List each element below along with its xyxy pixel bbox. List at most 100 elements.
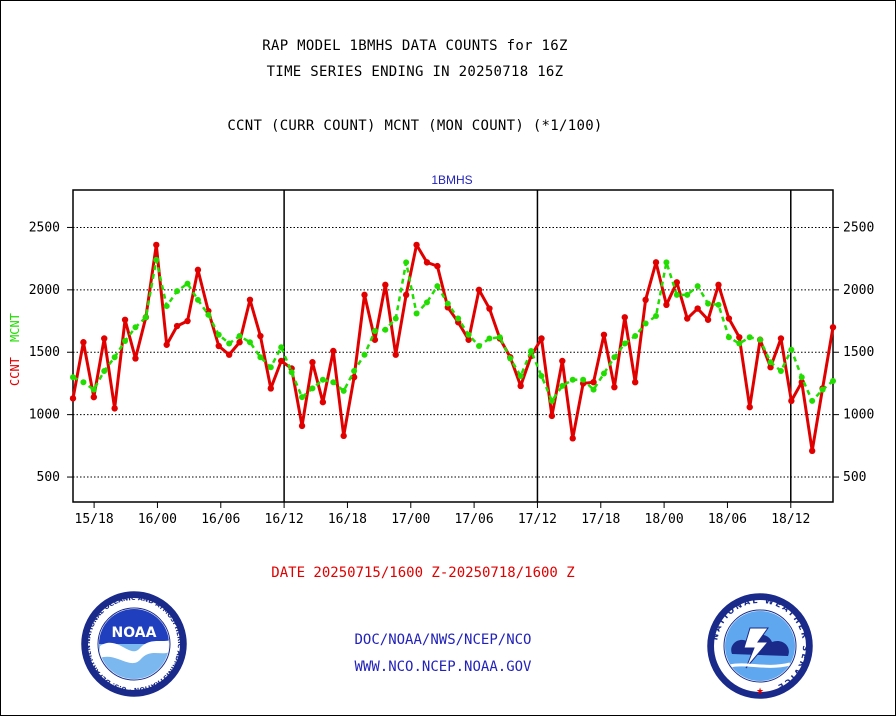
data-point-mcnt [80, 379, 87, 386]
y-tick-label-left: 2500 [29, 220, 60, 235]
data-point-ccnt [90, 393, 98, 401]
x-tick-label: 16/00 [138, 512, 177, 527]
data-point-ccnt [413, 241, 420, 249]
plot-area-border [72, 189, 834, 503]
data-point-mcnt [246, 339, 253, 346]
data-point-mcnt [413, 310, 420, 317]
data-point-ccnt [538, 335, 545, 342]
data-point-ccnt [173, 322, 181, 330]
y-axis-label-mcnt: MCNT [8, 313, 22, 342]
noaa-logo-icon: NATIONAL OCEANIC AND ATMOSPHERIC ADMINIS… [80, 590, 187, 697]
data-point-ccnt [80, 339, 87, 346]
data-point-mcnt [798, 374, 805, 381]
data-point-ccnt [631, 378, 639, 386]
data-point-mcnt [611, 354, 618, 361]
data-point-ccnt [236, 339, 243, 346]
nws-star-icon: ★ [756, 687, 764, 697]
data-point-ccnt [194, 266, 202, 274]
data-point-ccnt [163, 341, 170, 348]
data-point-mcnt [142, 314, 149, 321]
data-point-mcnt [705, 300, 712, 307]
gridlines [73, 226, 833, 478]
x-tick-label: 17/12 [518, 512, 557, 527]
data-point-ccnt [600, 331, 608, 338]
x-tick-label: 18/06 [708, 512, 747, 527]
data-point-mcnt [90, 386, 97, 393]
data-point-mcnt [184, 280, 191, 287]
y-tick-label-right: 1500 [843, 345, 874, 360]
data-point-mcnt [267, 364, 274, 371]
data-point-ccnt [663, 301, 670, 309]
data-point-mcnt [653, 313, 660, 320]
x-tick-label: 16/18 [328, 512, 367, 527]
plot-title: 1BMHS [431, 173, 472, 187]
data-point-mcnt [194, 296, 201, 303]
data-point-mcnt [830, 377, 836, 384]
data-point-mcnt [205, 311, 212, 318]
data-point-mcnt [809, 397, 816, 404]
y-tick-label-left: 1000 [29, 408, 60, 423]
data-point-ccnt [559, 357, 566, 365]
y-axis-label: CCNT MCNT [8, 313, 22, 386]
data-point-mcnt [621, 340, 628, 347]
data-point-ccnt [704, 316, 712, 323]
x-tick-label: 18/00 [645, 512, 684, 527]
data-point-mcnt [309, 385, 316, 392]
series-line-ccnt [71, 243, 835, 453]
data-point-ccnt [746, 403, 753, 411]
y-tick-label-left: 2000 [29, 283, 60, 298]
data-point-ccnt [121, 316, 129, 323]
data-point-mcnt [319, 376, 326, 383]
data-point-ccnt [486, 305, 493, 312]
data-point-ccnt [153, 241, 160, 249]
data-point-mcnt [70, 374, 76, 381]
data-point-mcnt [122, 338, 129, 345]
data-point-ccnt [69, 395, 77, 402]
data-point-mcnt [226, 340, 233, 347]
data-point-mcnt [507, 355, 514, 362]
data-point-mcnt [673, 291, 680, 298]
data-point-ccnt [715, 281, 722, 289]
data-point-mcnt [132, 324, 139, 331]
x-tick-label: 17/18 [581, 512, 620, 527]
data-point-mcnt [403, 259, 410, 266]
data-point-mcnt [278, 344, 285, 351]
data-point-ccnt [111, 405, 118, 412]
data-point-ccnt [278, 357, 285, 365]
data-point-ccnt [548, 412, 556, 420]
data-point-ccnt [777, 335, 785, 342]
data-point-ccnt [298, 422, 306, 430]
series-ccnt [69, 241, 837, 455]
data-point-mcnt [444, 300, 451, 307]
data-point-mcnt [538, 372, 545, 379]
credit-line2: WWW.NCO.NCEP.NOAA.GOV [354, 659, 532, 675]
data-point-ccnt [434, 262, 441, 270]
date-range-label: DATE 20250715/1600 Z-20250718/1600 Z [271, 565, 575, 581]
data-point-ccnt [257, 332, 264, 340]
data-point-mcnt [174, 288, 181, 295]
data-point-ccnt [184, 317, 191, 325]
data-point-mcnt [382, 326, 389, 333]
data-point-mcnt [163, 303, 170, 310]
data-point-ccnt [465, 336, 472, 343]
data-point-mcnt [299, 394, 306, 401]
data-point-ccnt [350, 374, 358, 381]
data-point-ccnt [361, 291, 368, 299]
data-point-mcnt [684, 291, 691, 298]
data-point-ccnt [517, 382, 524, 390]
data-point-ccnt [788, 397, 795, 405]
data-point-ccnt [382, 281, 389, 289]
data-point-ccnt [767, 364, 774, 371]
data-point-mcnt [455, 315, 462, 322]
data-point-ccnt [402, 291, 410, 299]
data-point-mcnt [528, 347, 535, 354]
data-point-mcnt [434, 283, 441, 290]
data-point-mcnt [257, 354, 264, 361]
data-point-mcnt [361, 351, 368, 358]
data-point-ccnt [808, 447, 816, 455]
data-point-mcnt [580, 376, 587, 383]
nws-logo-icon: NATIONAL WEATHER SERVICE ★ [707, 593, 813, 699]
y-tick-label-right: 500 [843, 470, 866, 485]
data-point-mcnt [600, 370, 607, 377]
data-point-mcnt [777, 367, 784, 374]
